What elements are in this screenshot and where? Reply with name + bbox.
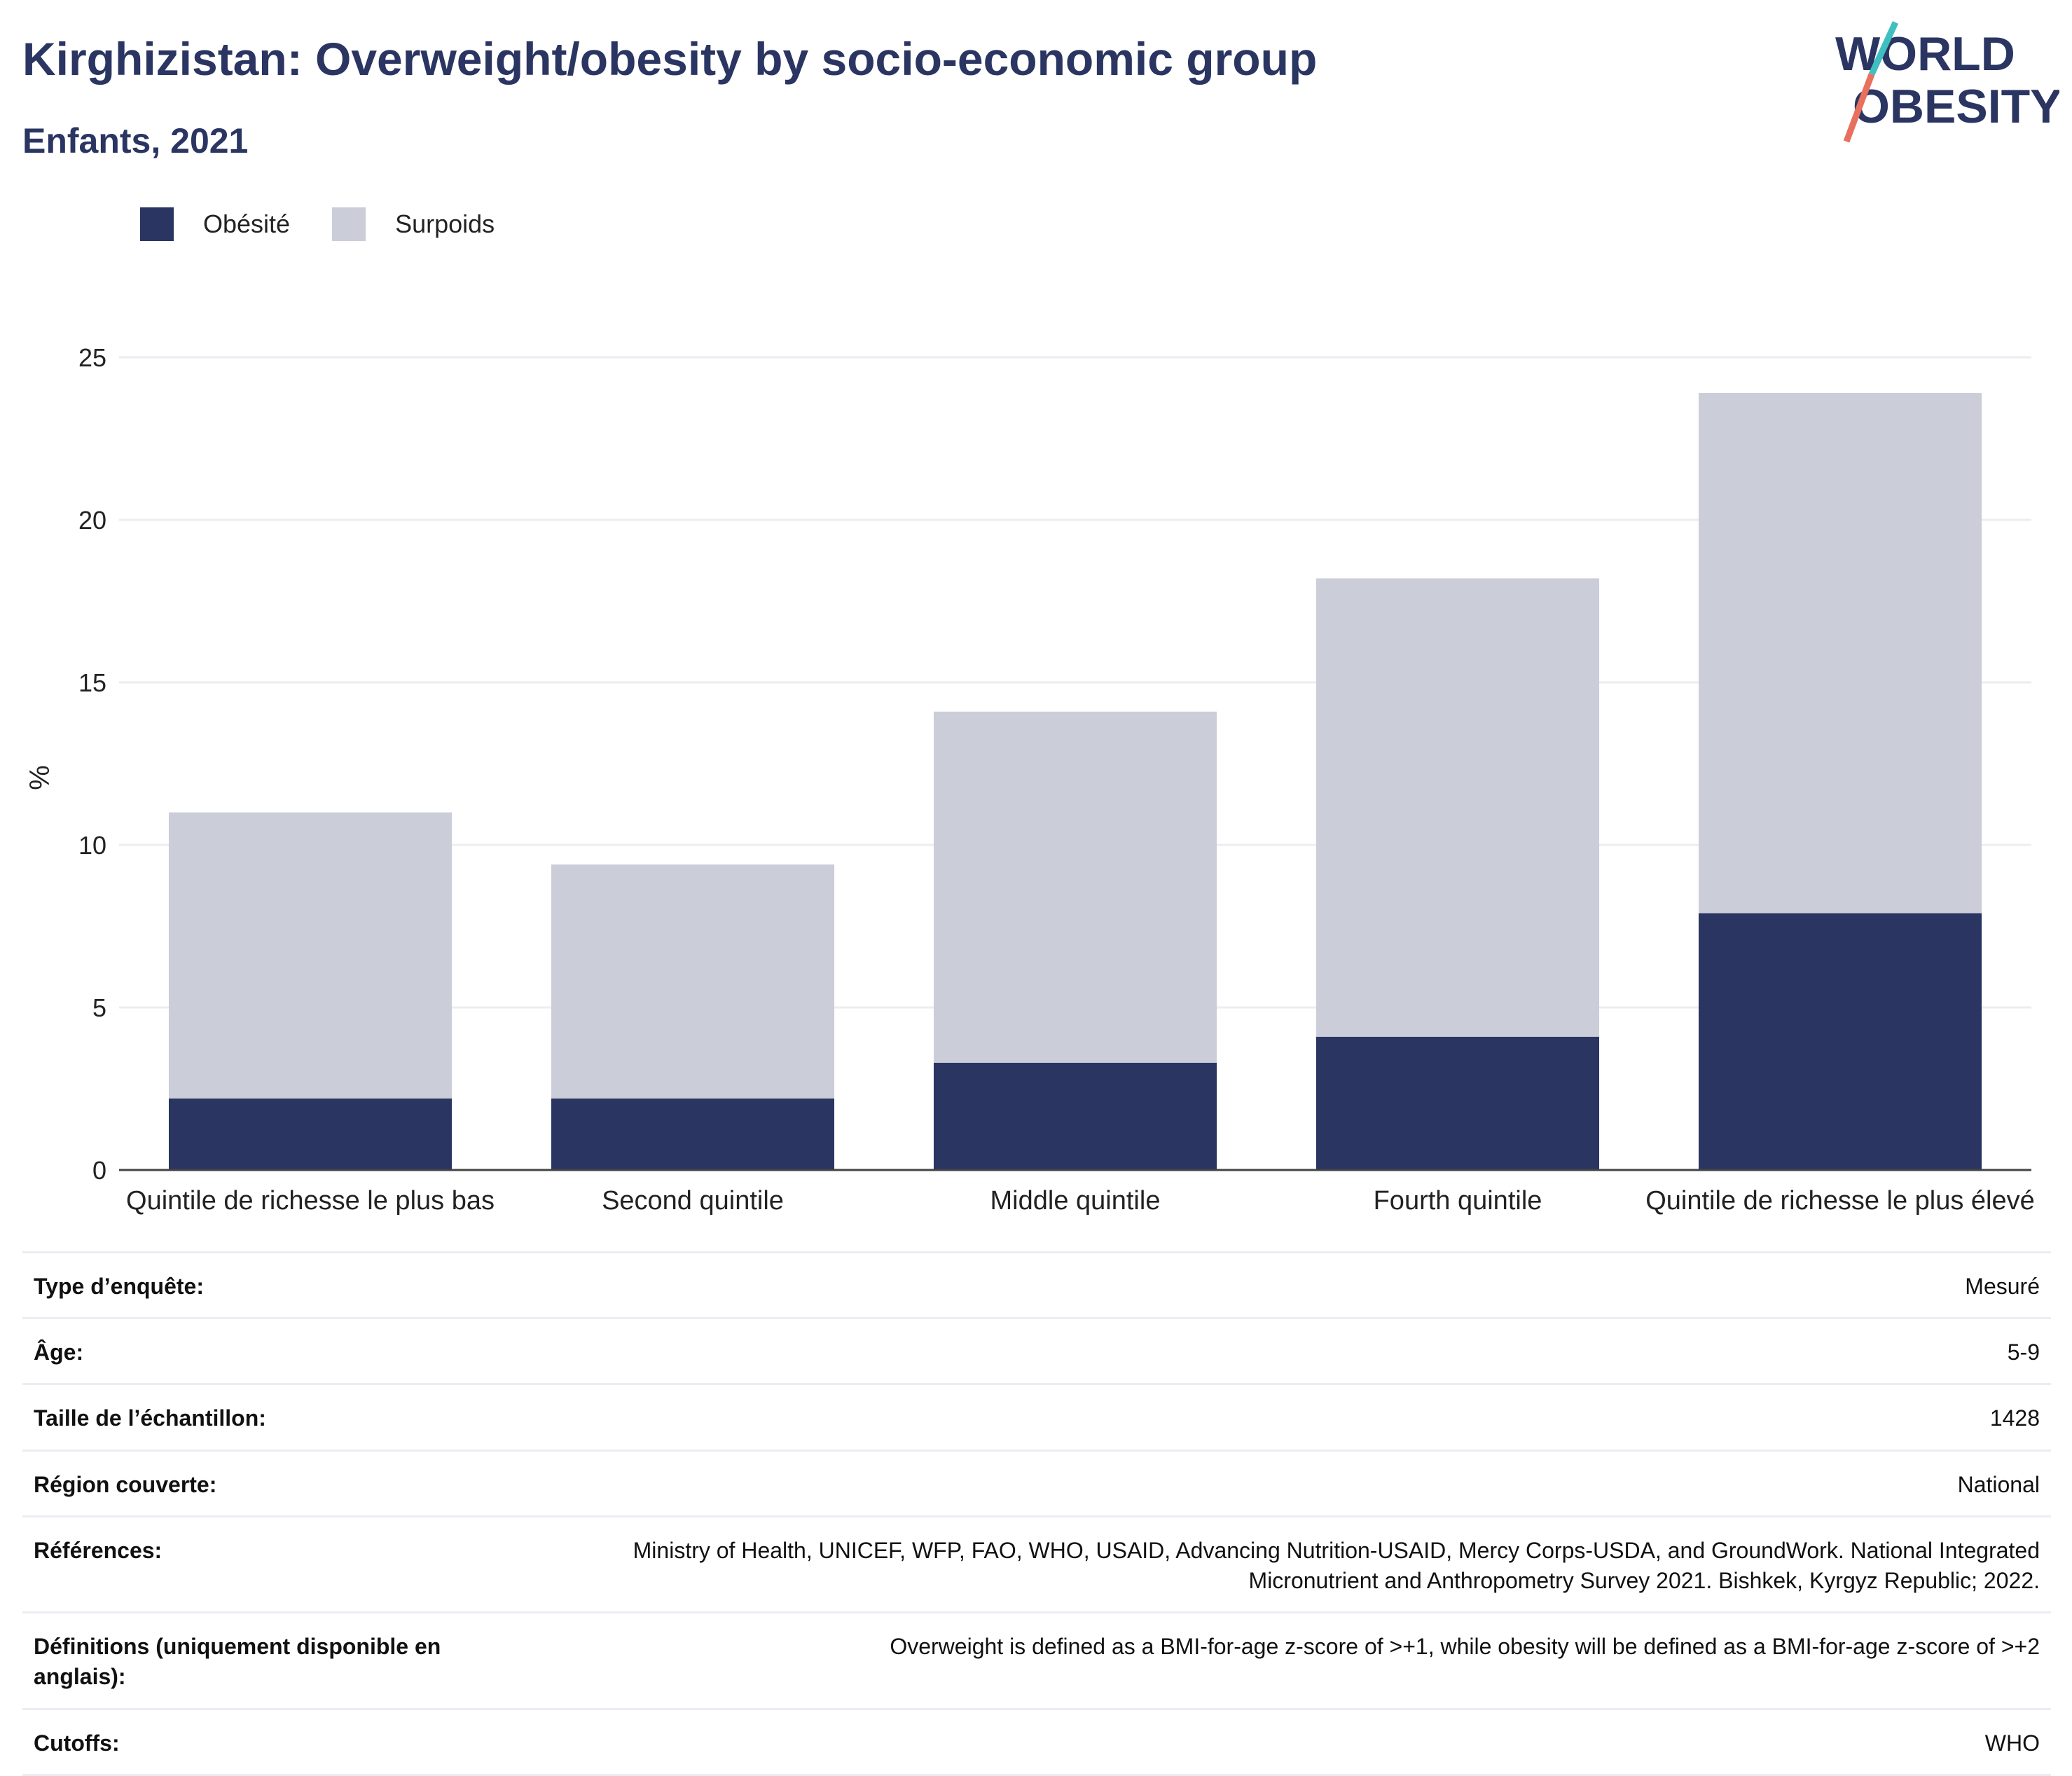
info-value: Mesuré — [1965, 1274, 2040, 1299]
bar-obesity[interactable] — [933, 1062, 1217, 1170]
y-tick-label: 10 — [78, 831, 106, 860]
legend-item-obesity[interactable]: Obésité — [140, 207, 290, 241]
legend-item-overweight[interactable]: Surpoids — [332, 207, 495, 241]
info-value: 1428 — [1989, 1405, 2040, 1431]
x-tick-label: Middle quintile — [990, 1186, 1161, 1216]
legend-swatch-overweight — [332, 207, 366, 241]
page-subtitle: Enfants, 2021 — [22, 121, 249, 160]
chart-legend: Obésité Surpoids — [140, 207, 537, 241]
info-label: Région couverte: — [34, 1471, 217, 1497]
x-tick-label: Second quintile — [602, 1186, 784, 1216]
info-label: Définitions (uniquement disponible en an… — [34, 1634, 441, 1690]
y-tick-label: 20 — [78, 506, 106, 535]
info-label: Taille de l’échantillon: — [34, 1405, 266, 1431]
info-row: Taille de l’échantillon: 1428 — [22, 1383, 2051, 1449]
info-label: Cutoffs: — [34, 1730, 120, 1756]
x-tick-label: Quintile de richesse le plus bas — [126, 1186, 495, 1216]
svg-text:WORLD: WORLD — [1835, 27, 2015, 81]
bar-obesity[interactable] — [168, 1098, 453, 1170]
x-tick-label: Quintile de richesse le plus élevé — [1645, 1186, 2035, 1216]
y-tick-label: 25 — [78, 343, 106, 372]
info-value: WHO — [1984, 1730, 2040, 1756]
info-row: Références: Ministry of Health, UNICEF, W… — [22, 1515, 2051, 1611]
y-tick-label: 5 — [92, 993, 106, 1022]
bar-obesity[interactable] — [551, 1098, 835, 1170]
info-row: Cutoffs: WHO — [22, 1707, 2051, 1776]
info-row: Définitions (uniquement disponible en an… — [22, 1611, 2051, 1707]
info-value: Ministry of Health, UNICEF, WFP, FAO, WH… — [633, 1537, 2040, 1593]
info-table: Type d’enquête: Mesuré Âge: 5-9 Taille de l’… — [22, 1251, 2051, 1776]
info-value: 5-9 — [2007, 1340, 2040, 1365]
bar-obesity[interactable] — [1698, 913, 1982, 1170]
bar-overweight[interactable] — [1698, 393, 1982, 914]
legend-label-overweight: Surpoids — [395, 209, 495, 238]
bar-overweight[interactable] — [1315, 578, 1600, 1037]
bar-overweight[interactable] — [933, 711, 1217, 1063]
info-label: Type d’enquête: — [34, 1274, 204, 1299]
info-label: Références: — [34, 1537, 163, 1563]
info-row: Type d’enquête: Mesuré — [22, 1251, 2051, 1317]
legend-swatch-obesity — [140, 207, 174, 241]
bar-overweight[interactable] — [551, 864, 835, 1099]
svg-text:OBESITY: OBESITY — [1853, 80, 2059, 133]
y-tick-label: 0 — [92, 1156, 106, 1185]
info-value: Overweight is defined as a BMI-for-age z… — [890, 1634, 2040, 1660]
info-row: Région couverte: National — [22, 1449, 2051, 1515]
y-tick-label: 15 — [78, 668, 106, 697]
info-value: National — [1957, 1471, 2040, 1497]
bar-chart: 0 5 10 15 20 25% Quintile de richesse le plus … — [25, 343, 2035, 1216]
info-label: Âge: — [34, 1340, 84, 1365]
y-axis-label: % — [25, 765, 55, 790]
x-tick-label: Fourth quintile — [1374, 1186, 1542, 1216]
info-row: Âge: 5-9 — [22, 1317, 2051, 1383]
page-title: Kirghizistan: Overweight/obesity by soci… — [22, 33, 1318, 85]
legend-label-obesity: Obésité — [203, 209, 291, 238]
bar-obesity[interactable] — [1315, 1036, 1600, 1170]
world-obesity-logo: WORLD OBESITY — [1835, 21, 2059, 143]
bar-overweight[interactable] — [168, 812, 453, 1099]
